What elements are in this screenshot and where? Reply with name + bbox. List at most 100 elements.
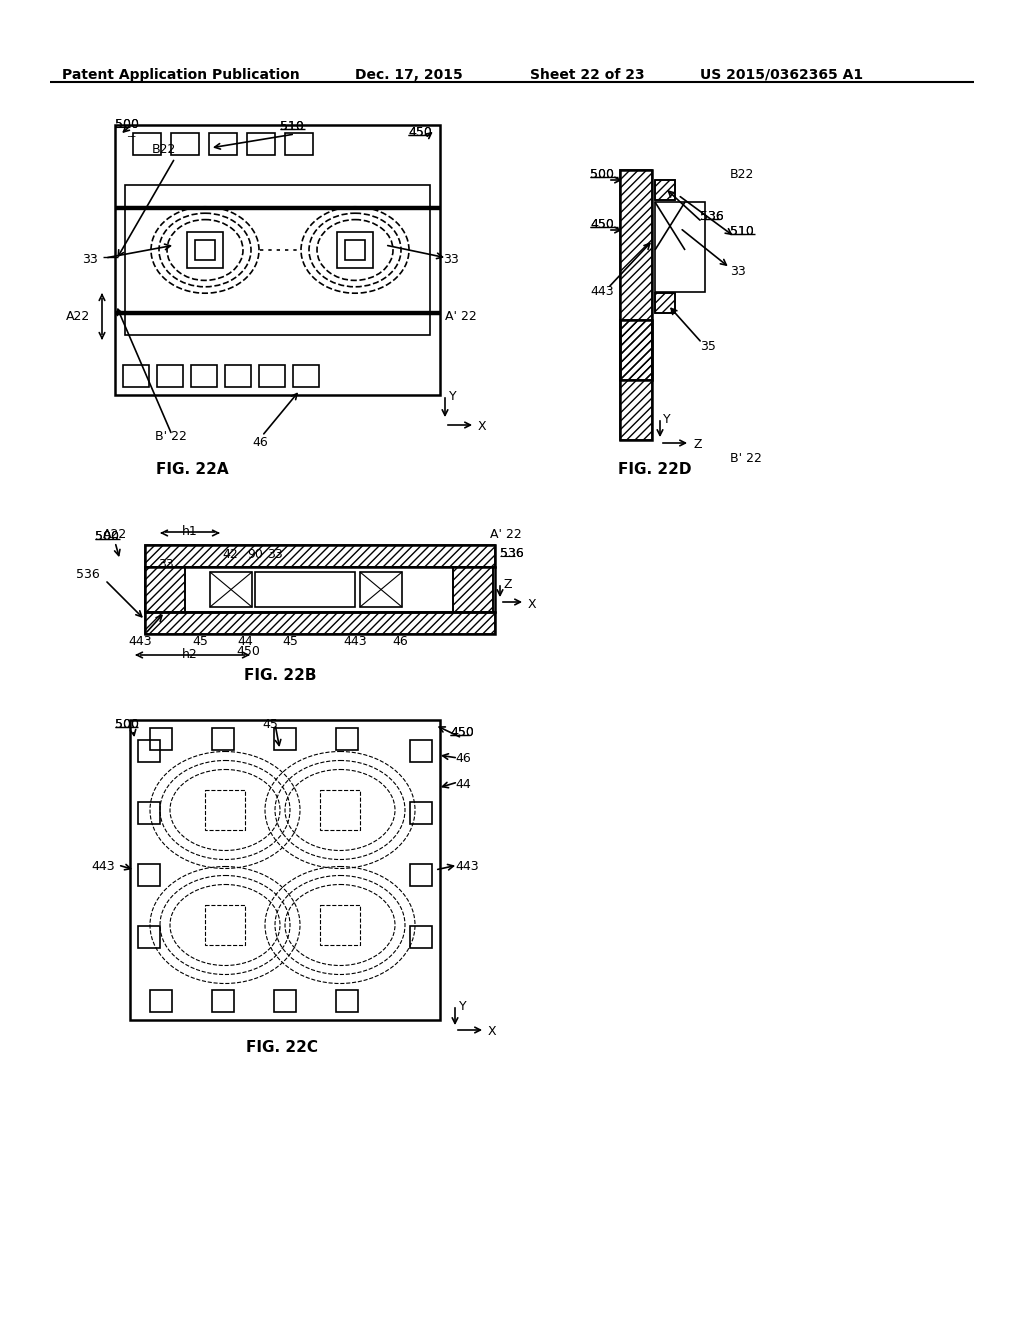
Bar <box>130 719 440 1020</box>
Bar <box>115 125 440 395</box>
Text: 450: 450 <box>408 125 432 139</box>
Text: 443: 443 <box>128 635 152 648</box>
Bar <box>345 240 365 260</box>
Text: 44: 44 <box>238 635 253 648</box>
Text: 500: 500 <box>95 531 119 543</box>
Text: 45: 45 <box>262 718 278 731</box>
Text: A22: A22 <box>102 528 127 541</box>
Text: 450: 450 <box>450 726 474 739</box>
Text: 536: 536 <box>700 210 724 223</box>
Text: 90: 90 <box>247 548 263 561</box>
Text: US 2015/0362365 A1: US 2015/0362365 A1 <box>700 69 863 82</box>
Text: B' 22: B' 22 <box>730 451 762 465</box>
Text: Y: Y <box>449 389 457 403</box>
Bar <box>138 865 160 886</box>
Text: B22: B22 <box>730 168 755 181</box>
Bar <box>138 927 160 948</box>
Text: 500: 500 <box>590 168 614 181</box>
Text: 510: 510 <box>280 120 304 133</box>
Text: 510: 510 <box>730 224 754 238</box>
Bar <box>319 789 360 830</box>
Bar <box>123 366 150 387</box>
Bar <box>145 612 495 634</box>
Text: Y: Y <box>459 1001 467 1012</box>
Bar <box>145 612 495 634</box>
Bar <box>410 927 432 948</box>
Text: 450: 450 <box>450 726 474 739</box>
Bar <box>145 568 185 612</box>
Text: FIG. 22C: FIG. 22C <box>246 1040 318 1055</box>
Text: 443: 443 <box>590 285 613 298</box>
Text: 42: 42 <box>222 548 238 561</box>
Text: 450: 450 <box>408 125 432 139</box>
Bar <box>319 906 360 945</box>
Bar <box>274 990 296 1012</box>
Bar <box>410 865 432 886</box>
Text: 536: 536 <box>500 546 523 560</box>
Bar <box>336 729 358 750</box>
Text: X: X <box>478 420 486 433</box>
Text: 33: 33 <box>267 548 283 561</box>
Text: h1: h1 <box>182 525 198 539</box>
Bar <box>453 568 493 612</box>
Bar <box>620 170 652 440</box>
Text: X: X <box>528 598 537 611</box>
Text: 450: 450 <box>590 218 613 231</box>
Text: A' 22: A' 22 <box>445 310 477 323</box>
Text: Y: Y <box>663 413 671 426</box>
Bar <box>247 133 275 154</box>
Bar <box>655 293 675 313</box>
Bar <box>205 906 245 945</box>
Bar <box>337 232 373 268</box>
Bar <box>453 568 493 612</box>
Bar <box>655 180 675 201</box>
Text: h2: h2 <box>182 648 198 661</box>
Bar <box>138 741 160 762</box>
Text: 500: 500 <box>115 117 139 131</box>
Text: 443: 443 <box>455 861 478 873</box>
Text: FIG. 22D: FIG. 22D <box>618 462 692 477</box>
Text: 510: 510 <box>730 224 754 238</box>
Text: Patent Application Publication: Patent Application Publication <box>62 69 300 82</box>
Text: 500: 500 <box>115 718 139 731</box>
Bar <box>187 232 223 268</box>
Text: 500: 500 <box>115 718 139 731</box>
Text: B' 22: B' 22 <box>155 430 186 444</box>
Bar <box>150 729 172 750</box>
Text: 536: 536 <box>76 568 100 581</box>
Bar <box>191 366 217 387</box>
Text: 45: 45 <box>193 635 208 648</box>
Bar <box>255 572 355 607</box>
Bar <box>195 240 215 260</box>
Text: 500: 500 <box>95 531 119 543</box>
Bar <box>145 568 495 612</box>
Bar <box>145 545 495 568</box>
Text: 33: 33 <box>158 558 174 572</box>
Text: 450: 450 <box>590 218 613 231</box>
Bar <box>620 170 652 440</box>
Bar <box>360 572 402 607</box>
Text: Dec. 17, 2015: Dec. 17, 2015 <box>355 69 463 82</box>
Bar <box>655 180 675 201</box>
Bar <box>336 990 358 1012</box>
Bar <box>212 729 234 750</box>
Bar <box>210 572 252 607</box>
Text: 46: 46 <box>252 436 267 449</box>
Bar <box>655 293 675 313</box>
Bar <box>205 789 245 830</box>
Text: 44: 44 <box>455 777 471 791</box>
Bar <box>410 803 432 824</box>
Bar <box>620 319 652 380</box>
Text: 536: 536 <box>700 210 724 223</box>
Text: A22: A22 <box>66 310 90 323</box>
Text: 536: 536 <box>500 546 523 560</box>
Bar <box>655 202 705 292</box>
Bar <box>274 729 296 750</box>
Bar <box>620 319 652 380</box>
Text: 46: 46 <box>455 752 471 766</box>
Bar <box>133 133 161 154</box>
Text: B22: B22 <box>152 143 176 156</box>
Text: 35: 35 <box>700 341 716 352</box>
Text: X: X <box>488 1026 497 1038</box>
Text: Z: Z <box>693 438 701 451</box>
